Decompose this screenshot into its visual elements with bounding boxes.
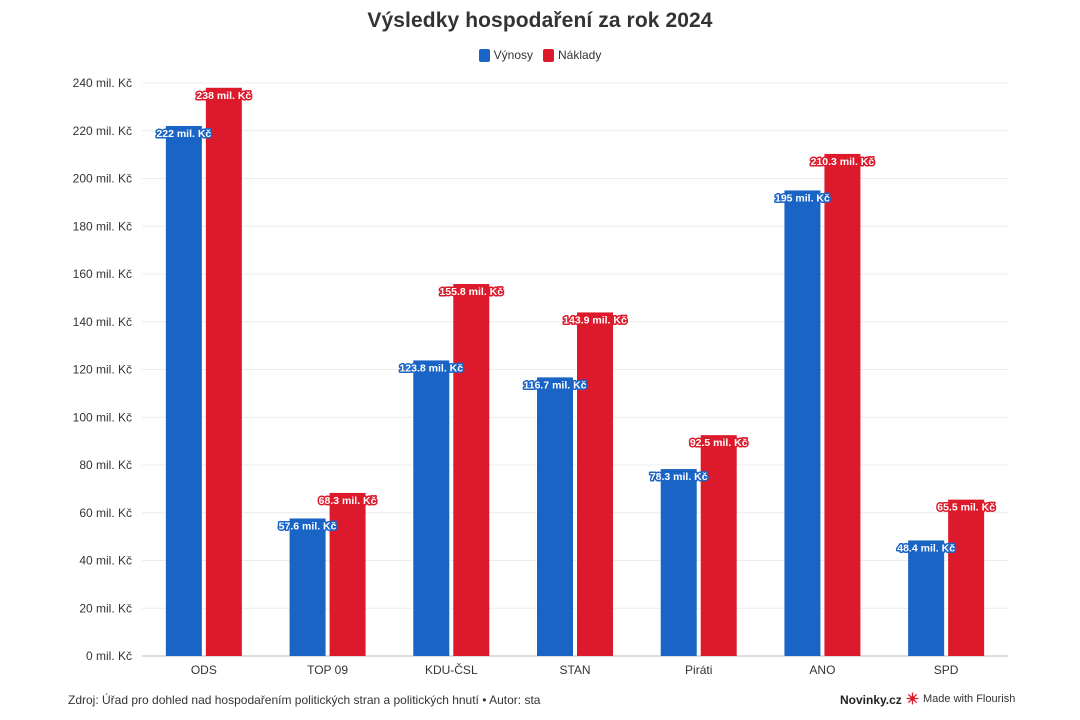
x-tick-label: ANO [809, 663, 835, 677]
y-tick-label: 220 mil. Kč [73, 124, 132, 138]
bar [700, 435, 737, 656]
bar [784, 190, 821, 656]
flourish-icon [906, 692, 919, 705]
y-tick-label: 0 mil. Kč [86, 649, 132, 663]
data-label: 116.7 mil. Kč [523, 379, 586, 391]
y-tick-label: 140 mil. Kč [73, 315, 132, 329]
legend-label-naklady: Náklady [558, 48, 602, 62]
brand-logo[interactable]: Novinky.cz [840, 693, 902, 707]
legend-item-vynosy[interactable]: Výnosy [478, 48, 533, 62]
data-label: 222 mil. Kč [156, 128, 211, 140]
y-tick-label: 100 mil. Kč [73, 410, 132, 424]
y-tick-label: 80 mil. Kč [79, 458, 132, 472]
bar [205, 87, 242, 656]
data-label: 68.3 mil. Kč [319, 495, 377, 507]
flourish-credit[interactable]: Made with Flourish [906, 692, 1015, 705]
legend-swatch-naklady [543, 48, 554, 62]
data-label: 238 mil. Kč [196, 90, 251, 102]
bar [413, 360, 450, 656]
y-tick-label: 60 mil. Kč [79, 506, 132, 520]
data-label: 78.3 mil. Kč [650, 471, 708, 483]
data-label: 48.4 mil. Kč [897, 542, 955, 554]
data-label: 210.3 mil. Kč [811, 156, 875, 168]
data-label: 65.5 mil. Kč [937, 502, 995, 514]
bar [537, 377, 573, 656]
bar [577, 312, 613, 656]
chart-title: Výsledky hospodaření za rok 2024 [367, 9, 713, 32]
chart-legend: Výnosy Náklady [0, 48, 1080, 62]
data-label: 195 mil. Kč [775, 192, 830, 204]
bar [908, 540, 945, 656]
legend-item-naklady[interactable]: Náklady [543, 48, 601, 62]
bar [948, 499, 985, 656]
bar [329, 492, 366, 656]
x-tick-label: TOP 09 [307, 663, 348, 677]
bar [824, 153, 861, 656]
y-tick-label: 40 mil. Kč [79, 554, 132, 568]
legend-swatch-vynosy [478, 48, 490, 62]
legend-label-vynosy: Výnosy [493, 48, 533, 62]
flourish-label: Made with Flourish [923, 692, 1016, 705]
data-label: 143.9 mil. Kč [563, 314, 627, 326]
bar [660, 469, 697, 656]
bar [289, 518, 326, 656]
y-tick-label: 240 mil. Kč [73, 76, 132, 90]
x-tick-label: Piráti [685, 663, 712, 677]
data-label: 123.8 mil. Kč [399, 362, 463, 374]
y-tick-label: 20 mil. Kč [79, 601, 132, 615]
y-tick-label: 180 mil. Kč [73, 219, 132, 233]
bar-chart: 0 mil. Kč 20 mil. Kč 40 mil. Kč 60 mil. Kč 8… [73, 76, 1008, 677]
data-label: 57.6 mil. Kč [279, 520, 337, 532]
source-note: Zdroj: Úřad pro dohled nad hospodařením … [68, 693, 541, 707]
y-tick-label: 160 mil. Kč [73, 267, 132, 281]
y-tick-label: 200 mil. Kč [73, 172, 132, 186]
bar [453, 284, 490, 656]
x-tick-label: KDU-ČSL [425, 662, 478, 677]
data-label: 155.8 mil. Kč [439, 286, 503, 298]
x-tick-label: ODS [191, 663, 217, 677]
x-tick-label: SPD [934, 663, 959, 677]
x-tick-label: STAN [559, 663, 590, 677]
y-tick-label: 120 mil. Kč [73, 363, 132, 377]
bar [165, 125, 202, 657]
data-label: 92.5 mil. Kč [690, 437, 748, 449]
